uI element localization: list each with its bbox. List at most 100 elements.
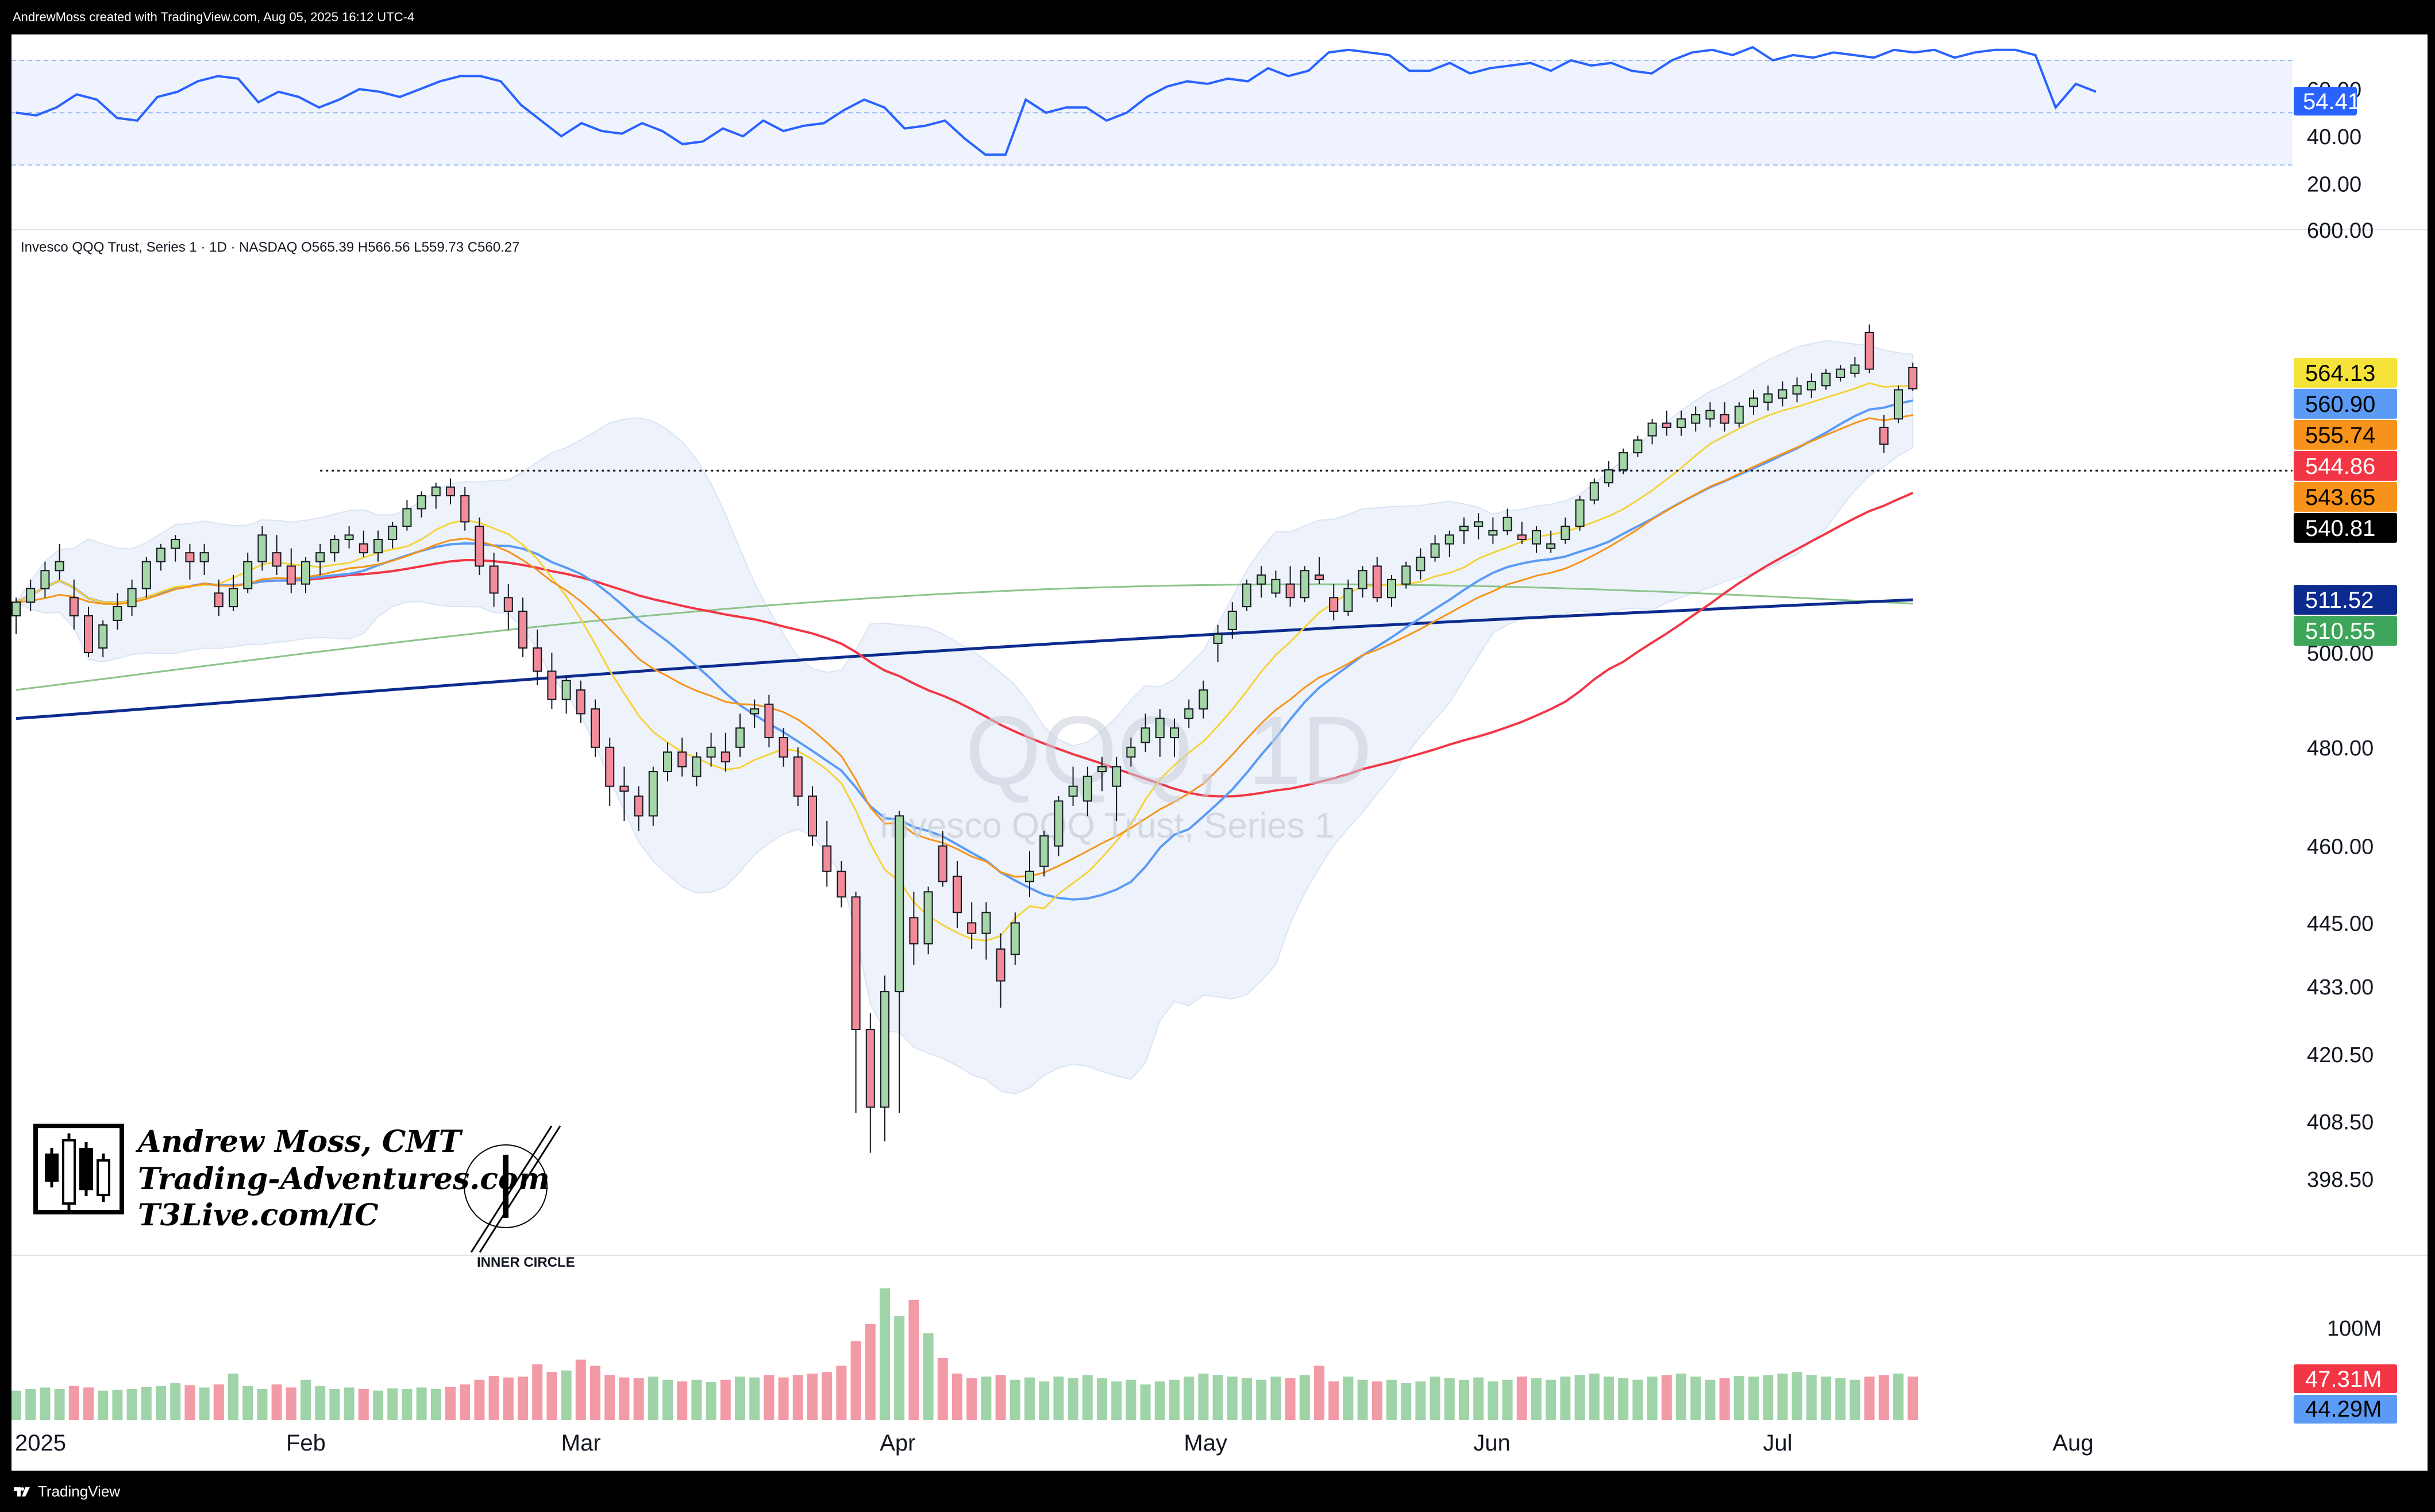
candle-down bbox=[865, 1029, 875, 1108]
candle-down bbox=[547, 670, 557, 700]
candle-down bbox=[1864, 331, 1874, 370]
candle-up bbox=[417, 495, 426, 510]
volume-bar bbox=[1560, 1376, 1571, 1420]
candle-up bbox=[156, 547, 165, 562]
x-axis-label: Feb bbox=[286, 1430, 326, 1456]
volume-bar bbox=[735, 1376, 745, 1420]
volume-bar bbox=[213, 1384, 224, 1420]
candle-down bbox=[1879, 426, 1889, 445]
sma20-line bbox=[16, 399, 1913, 901]
ma-value-label: 540.81 bbox=[2305, 516, 2375, 541]
candle-up bbox=[1647, 422, 1657, 437]
volume-bar bbox=[1733, 1376, 1744, 1420]
volume-bar bbox=[1531, 1378, 1542, 1420]
volume-bar bbox=[1632, 1379, 1643, 1420]
volume-bar bbox=[1908, 1376, 1918, 1420]
candle-up bbox=[373, 539, 383, 554]
candle-up bbox=[40, 570, 50, 589]
volume-bar bbox=[184, 1385, 195, 1420]
volume-bar bbox=[633, 1378, 644, 1420]
volume-bar bbox=[648, 1376, 658, 1420]
watermark-name: Invesco QQQ Trust, Series 1 bbox=[879, 806, 1335, 846]
volume-bar bbox=[1459, 1379, 1469, 1420]
brand-site: Trading-Adventures.com bbox=[138, 1162, 550, 1197]
candle-up bbox=[402, 508, 412, 527]
volume-bar bbox=[532, 1364, 543, 1420]
volume-bar bbox=[952, 1374, 962, 1420]
sma200-line bbox=[16, 598, 1913, 720]
x-axis-label: Aug bbox=[2052, 1430, 2093, 1456]
sma50-line bbox=[16, 492, 1913, 798]
candle-up bbox=[1039, 835, 1049, 867]
candle-up bbox=[431, 486, 441, 496]
candle-up bbox=[301, 561, 310, 585]
candle-up bbox=[1401, 565, 1411, 585]
ma-value-label: 555.74 bbox=[2305, 423, 2375, 448]
volume-bar bbox=[677, 1381, 688, 1420]
volume-bar bbox=[1299, 1375, 1310, 1420]
candle-up bbox=[1836, 368, 1845, 378]
brand-name: Andrew Moss, CMT bbox=[135, 1124, 463, 1159]
candle-up bbox=[1126, 746, 1136, 758]
candle-up bbox=[1633, 439, 1643, 454]
candle-down bbox=[996, 948, 1005, 982]
volume-bar bbox=[1010, 1379, 1020, 1420]
candle-down bbox=[69, 597, 79, 616]
price-tick-label: 480.00 bbox=[2307, 736, 2374, 761]
candle-up bbox=[1025, 870, 1034, 882]
volume-bar bbox=[474, 1379, 485, 1420]
volume-bar bbox=[546, 1372, 557, 1420]
candle-down bbox=[1720, 414, 1729, 424]
x-axis-label: 2025 bbox=[15, 1430, 66, 1456]
candle-up bbox=[1546, 543, 1556, 549]
volume-bar bbox=[1806, 1375, 1817, 1420]
volume-bar bbox=[1097, 1378, 1107, 1420]
candle-down bbox=[591, 708, 600, 748]
volume-bar bbox=[1473, 1377, 1484, 1420]
candle-up bbox=[1488, 530, 1498, 536]
candle-up bbox=[1112, 766, 1122, 787]
candle-up bbox=[1227, 611, 1237, 630]
brand-candle-body bbox=[79, 1148, 93, 1190]
rsi-last-badge bbox=[2294, 87, 2357, 116]
volume-bar bbox=[792, 1375, 803, 1420]
candle-up bbox=[1213, 633, 1223, 644]
volume-bar bbox=[590, 1366, 600, 1420]
candle-down bbox=[619, 785, 629, 792]
candle-down bbox=[503, 597, 513, 612]
candle-up bbox=[1734, 406, 1744, 424]
candle-up bbox=[1778, 389, 1787, 399]
candle-up bbox=[648, 771, 658, 817]
volume-bar bbox=[1256, 1379, 1267, 1420]
volume-bar bbox=[1719, 1378, 1730, 1420]
candle-up bbox=[11, 601, 21, 616]
volume-bar bbox=[778, 1377, 789, 1420]
candle-up bbox=[1010, 922, 1020, 955]
candle-up bbox=[257, 534, 267, 562]
volume-bar bbox=[1763, 1375, 1774, 1420]
price-tick-label: 600.00 bbox=[2307, 219, 2374, 243]
volume-bar bbox=[1661, 1375, 1672, 1420]
price-tick-label: 460.00 bbox=[2307, 835, 2374, 859]
volume-bar bbox=[112, 1390, 123, 1420]
candle-up bbox=[663, 751, 672, 773]
volume-bar bbox=[40, 1387, 51, 1420]
candle-up bbox=[330, 539, 340, 554]
ma-value-label: 511.52 bbox=[2305, 588, 2374, 613]
candle-up bbox=[1155, 718, 1165, 739]
candle-down bbox=[1372, 565, 1382, 599]
volume-bar bbox=[1140, 1384, 1151, 1420]
candle-down bbox=[634, 795, 644, 817]
chart-panel: 60.0040.0020.0054.41600.00500.00480.0046… bbox=[11, 34, 2428, 1471]
volume-bar bbox=[1893, 1374, 1904, 1420]
candle-down bbox=[446, 486, 455, 496]
candle-down bbox=[677, 751, 687, 767]
volume-bar bbox=[966, 1378, 977, 1420]
candle-up bbox=[923, 891, 933, 944]
volume-bar bbox=[1647, 1376, 1658, 1420]
inner-circle-slash bbox=[479, 1125, 561, 1253]
volume-bar bbox=[691, 1379, 702, 1420]
volume-bar bbox=[402, 1389, 413, 1420]
inner-circle-bar bbox=[503, 1155, 508, 1218]
ma-value-label: 560.90 bbox=[2305, 392, 2375, 417]
